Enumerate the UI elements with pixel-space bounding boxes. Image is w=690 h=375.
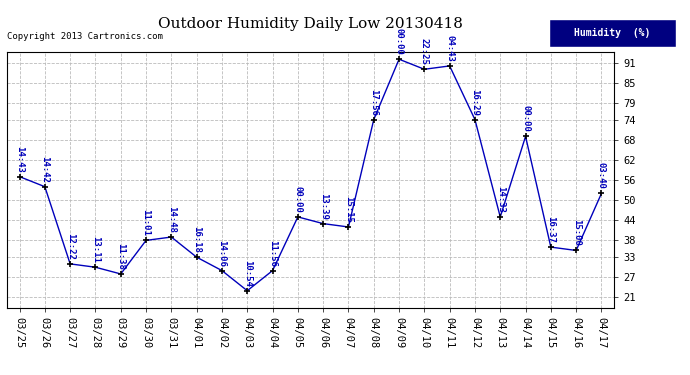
Text: 10:54: 10:54 xyxy=(243,260,252,286)
Text: 14:48: 14:48 xyxy=(167,206,176,233)
Text: 04:43: 04:43 xyxy=(445,35,454,62)
Text: 17:56: 17:56 xyxy=(369,88,378,116)
Text: 11:38: 11:38 xyxy=(116,243,126,270)
Text: 15:00: 15:00 xyxy=(571,219,581,246)
Text: Humidity  (%): Humidity (%) xyxy=(574,28,651,38)
Text: 14:33: 14:33 xyxy=(495,186,505,213)
Text: 13:39: 13:39 xyxy=(319,193,328,219)
Text: Copyright 2013 Cartronics.com: Copyright 2013 Cartronics.com xyxy=(7,32,163,41)
Text: 14:06: 14:06 xyxy=(217,240,226,266)
Text: 11:56: 11:56 xyxy=(268,240,277,266)
Text: 11:01: 11:01 xyxy=(141,209,150,236)
Text: 13:11: 13:11 xyxy=(91,236,100,263)
Text: 15:15: 15:15 xyxy=(344,196,353,223)
Text: 12:22: 12:22 xyxy=(66,233,75,260)
Text: 14:43: 14:43 xyxy=(15,146,24,172)
Text: 00:00: 00:00 xyxy=(395,28,404,55)
Text: 16:18: 16:18 xyxy=(192,226,201,253)
Text: 16:37: 16:37 xyxy=(546,216,555,243)
Text: Outdoor Humidity Daily Low 20130418: Outdoor Humidity Daily Low 20130418 xyxy=(158,17,463,31)
Text: 16:29: 16:29 xyxy=(471,88,480,116)
Text: 22:25: 22:25 xyxy=(420,38,429,65)
Text: 14:42: 14:42 xyxy=(40,156,50,183)
Text: 00:00: 00:00 xyxy=(521,105,530,132)
Text: 00:00: 00:00 xyxy=(293,186,302,213)
Text: 03:40: 03:40 xyxy=(597,162,606,189)
